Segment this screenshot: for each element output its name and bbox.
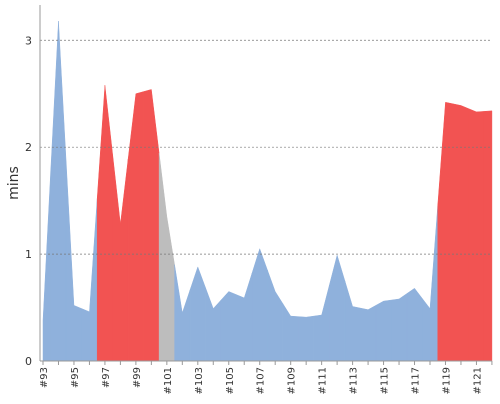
- area-segment: [267, 270, 284, 362]
- area-segment: [220, 291, 237, 362]
- y-tick-label: 3: [25, 34, 32, 47]
- x-tick-label: #109: [287, 367, 298, 394]
- area-segment: [329, 254, 346, 362]
- area-segment: [391, 293, 408, 362]
- area-segment: [483, 110, 493, 362]
- area-segment: [42, 170, 51, 362]
- area-segment: [452, 103, 469, 362]
- area-segment: [143, 89, 160, 362]
- x-tick-label: #115: [380, 367, 391, 394]
- y-tick-label: 1: [25, 248, 32, 261]
- area-segment: [468, 108, 485, 362]
- x-tick-label: #121: [472, 367, 483, 394]
- area-segment: [50, 21, 67, 362]
- area-segment: [205, 287, 222, 362]
- x-tick-label: #99: [132, 367, 143, 388]
- area-segment: [236, 273, 253, 362]
- area-segment: [127, 91, 144, 362]
- area-segment: [437, 101, 454, 362]
- area-segment: [251, 247, 268, 362]
- area-segment: [112, 154, 129, 362]
- x-tick-label: #119: [441, 367, 452, 394]
- x-tick-label: #105: [225, 367, 236, 394]
- x-tick-label: #93: [39, 367, 50, 388]
- area-segment: [96, 85, 113, 362]
- area-segment: [313, 285, 330, 362]
- area-segment: [174, 264, 191, 362]
- x-tick-label: #113: [349, 367, 360, 394]
- area-segment: [422, 205, 438, 362]
- x-tick-label: #117: [411, 367, 422, 394]
- x-tick-label: #107: [256, 367, 267, 394]
- x-tick-label: #101: [163, 367, 174, 394]
- y-tick-label: 2: [25, 141, 32, 154]
- y-tick-label: 0: [25, 355, 32, 368]
- area-segment: [360, 304, 377, 362]
- y-axis-label: mins: [6, 166, 22, 200]
- area-segment: [81, 198, 98, 362]
- area-segment: [189, 266, 206, 362]
- x-tick-label: #111: [318, 367, 329, 394]
- x-tick-label: #103: [194, 367, 205, 394]
- area-segment: [282, 302, 299, 362]
- area-segment: [298, 315, 315, 362]
- area-segment: [158, 153, 175, 362]
- x-tick-label: #97: [101, 367, 112, 388]
- area-segment: [344, 280, 361, 362]
- area-segment: [406, 287, 423, 362]
- area-segment: [375, 299, 392, 362]
- area-segment: [65, 163, 82, 362]
- x-tick-label: #95: [70, 367, 81, 388]
